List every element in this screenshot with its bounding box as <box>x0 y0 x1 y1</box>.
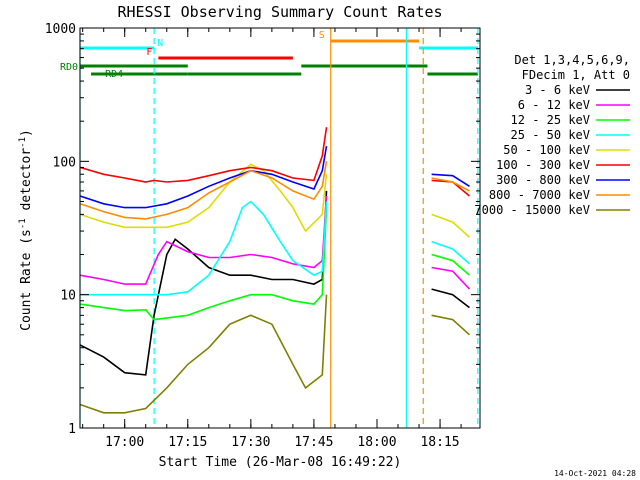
series-line <box>79 207 328 321</box>
x-tick-label: 17:45 <box>294 435 333 450</box>
observing-bar-label: S <box>319 30 325 41</box>
legend-header-line-2: FDecim 1, Att 0 <box>522 68 630 82</box>
x-tick-label: 18:15 <box>420 435 459 450</box>
x-axis-ticks: 17:00 17:15 17:30 17:45 18:00 18:15 <box>82 28 462 450</box>
series-line-after-gap <box>431 240 471 265</box>
series-line <box>79 190 328 376</box>
legend-entry-label: 300 - 800 keV <box>496 173 590 187</box>
series-line-after-gap <box>431 213 471 238</box>
x-tick-label: 18:00 <box>357 435 396 450</box>
legend-entry-label: 7000 - 15000 keV <box>474 203 590 217</box>
series-line <box>79 294 328 414</box>
legend-header-line-1: Det 1,3,4,5,6,9, <box>514 53 630 67</box>
y-axis-label: Count Rate (s-1 detector-1) <box>18 129 34 331</box>
legend: Det 1,3,4,5,6,9, FDecim 1, Att 0 3 - 6 k… <box>474 53 630 217</box>
legend-entry-label: 3 - 6 keV <box>525 83 590 97</box>
legend-entry-label: 100 - 300 keV <box>496 158 590 172</box>
footer-timestamp: 14-Oct-2021 04:28 <box>554 469 636 478</box>
x-tick-label: 17:00 <box>105 435 144 450</box>
series-line-after-gap <box>431 253 471 276</box>
y-tick-label: 100 <box>53 155 76 170</box>
series-line-after-gap <box>431 266 471 290</box>
y-tick-label: 10 <box>60 289 76 304</box>
observing-bar-label: N <box>157 38 163 49</box>
x-axis-label: Start Time (26-Mar-08 16:49:22) <box>159 455 402 470</box>
series-line-after-gap <box>431 173 470 187</box>
series-line-after-gap <box>431 177 470 192</box>
y-axis-label-sup: -1 <box>18 218 28 229</box>
legend-entry-label: 800 - 7000 keV <box>489 188 590 202</box>
series-line <box>79 161 328 220</box>
observing-bar-label: RD0 <box>60 62 78 73</box>
y-axis-ticks: 1 10 100 1000 <box>45 22 480 437</box>
series-lines <box>79 127 471 414</box>
y-axis-label-sup2: -1 <box>18 137 28 148</box>
y-axis-label-tail: detector <box>19 148 34 219</box>
series-line-after-gap <box>431 288 470 309</box>
legend-entry-label: 25 - 50 keV <box>511 128 590 142</box>
series-line-after-gap <box>431 314 471 336</box>
observing-bar-label: F <box>146 47 152 58</box>
observing-bar-label: RD4 <box>105 69 123 80</box>
series-line <box>79 145 328 209</box>
legend-entry-label: 6 - 12 keV <box>518 98 590 112</box>
chart-title: RHESSI Observing Summary Count Rates <box>117 3 442 21</box>
series-line <box>79 195 328 285</box>
y-axis-label-main: Count Rate (s <box>19 229 34 331</box>
y-tick-label: 1000 <box>45 22 76 37</box>
series-line <box>80 200 328 296</box>
x-tick-label: 17:15 <box>168 435 207 450</box>
y-tick-label: 1 <box>68 422 76 437</box>
legend-entry-label: 50 - 100 keV <box>503 143 590 157</box>
legend-entry-label: 12 - 25 keV <box>511 113 590 127</box>
plot-frame <box>79 27 481 429</box>
series-line <box>79 127 328 183</box>
y-axis-label-close: ) <box>19 129 34 137</box>
x-tick-label: 17:30 <box>231 435 270 450</box>
